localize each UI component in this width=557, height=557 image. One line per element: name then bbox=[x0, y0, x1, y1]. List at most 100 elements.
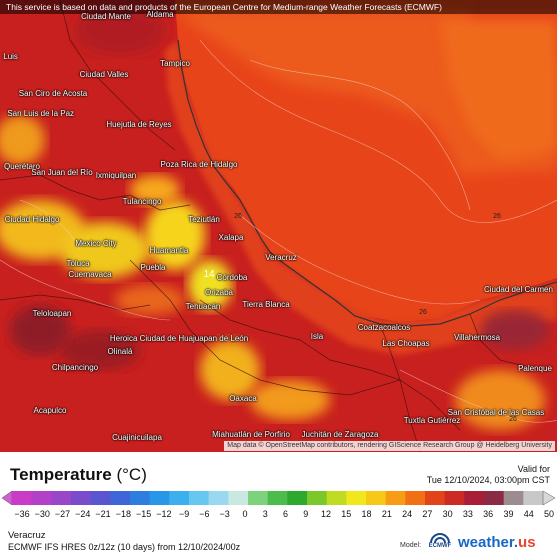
colorbar-segment bbox=[130, 491, 151, 505]
colorbar-segment bbox=[267, 491, 288, 505]
colorbar-tick-label: 30 bbox=[442, 509, 453, 519]
city-label: Poza Rica de Hidalgo bbox=[160, 160, 238, 169]
colorbar-segment bbox=[484, 491, 505, 505]
colorbar-tick-label: 36 bbox=[483, 509, 494, 519]
colorbar-segment bbox=[444, 491, 465, 505]
colorbar-segment bbox=[51, 491, 72, 505]
valid-time-box: Valid for Tue 12/10/2024, 03:00pm CST bbox=[427, 464, 550, 486]
city-label: Isla bbox=[310, 332, 324, 341]
colorbar-segment bbox=[307, 491, 328, 505]
colorbar-tick-label: 12 bbox=[321, 509, 332, 519]
isotherm-label: 26 bbox=[234, 213, 242, 220]
city-label: Ciudad Valles bbox=[79, 70, 129, 79]
model-run: ECMWF IFS HRES 0z/12z (10 days) from 12/… bbox=[8, 542, 241, 552]
colorbar-segment bbox=[503, 491, 524, 505]
city-label: Cuernavaca bbox=[68, 270, 112, 279]
city-label: Huamantla bbox=[149, 246, 189, 255]
city-label: Orizaba bbox=[204, 288, 234, 297]
colorbar-tick-label: −18 bbox=[115, 509, 131, 519]
map-attribution[interactable]: Map data © OpenStreetMap contributors, r… bbox=[224, 441, 555, 451]
colorbar-tick-label: −21 bbox=[95, 509, 111, 519]
isotherms bbox=[0, 39, 557, 423]
city-label: Acapulco bbox=[33, 406, 67, 415]
city-label: San Luis de la Paz bbox=[7, 109, 75, 118]
isotherm-label: 26 bbox=[419, 309, 427, 316]
colorbar-segment bbox=[31, 491, 52, 505]
city-label: Puebla bbox=[140, 263, 166, 272]
temperature-colorbar bbox=[1, 490, 556, 506]
city-label: Olinalá bbox=[107, 347, 133, 356]
valid-label: Valid for bbox=[517, 464, 550, 474]
city-label: Ixmiquilpan bbox=[95, 171, 137, 180]
legend-unit: (°C) bbox=[116, 465, 147, 484]
colorbar-tick-label: 3 bbox=[262, 509, 268, 519]
colorbar-tick-label: 6 bbox=[282, 509, 289, 519]
brand-text: weather. bbox=[458, 534, 519, 551]
city-label: San Juan del Río bbox=[31, 168, 93, 177]
coastline bbox=[177, 39, 557, 327]
colorbar-segment bbox=[425, 491, 446, 505]
colorbar-tick-label: 15 bbox=[341, 509, 352, 519]
colorbar-tick-label: −6 bbox=[199, 509, 210, 519]
legend-title: Temperature (°C) bbox=[10, 465, 147, 485]
colorbar-segment bbox=[169, 491, 190, 505]
colorbar-segment bbox=[464, 491, 485, 505]
isotherm-label: 26 bbox=[509, 416, 517, 423]
colorbar-segment bbox=[523, 491, 544, 505]
colorbar-segment bbox=[90, 491, 111, 505]
city-label: Tuxtla Gutiérrez bbox=[403, 416, 461, 425]
city-label: Huejutla de Reyes bbox=[106, 120, 172, 129]
city-label: Toluca bbox=[66, 259, 90, 268]
colorbar-segment bbox=[366, 491, 387, 505]
valid-time: Tue 12/10/2024, 03:00pm CST bbox=[426, 475, 550, 485]
colorbar-tick-label: 39 bbox=[503, 509, 514, 519]
colorbar-tick-label: 27 bbox=[422, 509, 433, 519]
city-label: Miahuatlán de Porfirio bbox=[212, 430, 290, 439]
isotherm-label: 26 bbox=[493, 213, 501, 220]
colorbar-max-arrow bbox=[542, 490, 556, 506]
city-label: Juchitán de Zaragoza bbox=[301, 430, 379, 439]
legend-panel: Temperature (°C) Valid for Tue 12/10/202… bbox=[0, 452, 557, 557]
colorbar-segment bbox=[248, 491, 269, 505]
colorbar-tick-label: −30 bbox=[34, 509, 50, 519]
colorbar-segment bbox=[326, 491, 347, 505]
city-label: Coatzacoalcos bbox=[357, 323, 411, 332]
colorbar-tick-label: −36 bbox=[14, 509, 30, 519]
colorbar-segment bbox=[71, 491, 92, 505]
colorbar-tick-label: −12 bbox=[156, 509, 172, 519]
ecmwf-logo[interactable]: ECMWF bbox=[427, 532, 453, 556]
colorbar-tick-label: −24 bbox=[75, 509, 91, 519]
ecmwf-attribution-banner: This service is based on data and produc… bbox=[0, 0, 557, 14]
colorbar-tick-label: 0 bbox=[242, 509, 248, 519]
colorbar-min-arrow bbox=[1, 490, 13, 506]
temperature-map[interactable]: This service is based on data and produc… bbox=[0, 0, 557, 452]
brand-suffix: us bbox=[518, 534, 536, 551]
colorbar-segment bbox=[110, 491, 131, 505]
colorbar-tick-label: 21 bbox=[381, 509, 392, 519]
colorbar-tick-label: 44 bbox=[523, 509, 534, 519]
colorbar-tick-label: −9 bbox=[179, 509, 190, 519]
colorbar-tick-label: 33 bbox=[462, 509, 473, 519]
model-label: Model: bbox=[400, 542, 422, 549]
city-label: Ciudad del Carmen bbox=[483, 285, 553, 294]
colorbar-tick-label: 18 bbox=[361, 509, 372, 519]
city-label: Tehuacán bbox=[185, 302, 221, 311]
city-label: Querétaro bbox=[3, 162, 41, 171]
colorbar-tick-label: 50 bbox=[543, 509, 555, 519]
region-name: Veracruz bbox=[8, 530, 46, 541]
city-label: Ciudad Mante bbox=[81, 12, 131, 21]
temperature-field bbox=[0, 0, 557, 452]
city-label: San Cristóbal de las Casas bbox=[447, 408, 545, 417]
city-label: Mexico City bbox=[75, 239, 117, 248]
weather-us-logo[interactable]: weather.us bbox=[458, 534, 536, 551]
city-label: Luis bbox=[3, 52, 18, 61]
colorbar-segment bbox=[385, 491, 406, 505]
colorbar-segment bbox=[405, 491, 426, 505]
colorbar-segment bbox=[149, 491, 170, 505]
city-label: Cuajinicuilapa bbox=[112, 433, 162, 442]
city-label: San Ciro de Acosta bbox=[18, 89, 88, 98]
city-label: Las Choapas bbox=[382, 339, 430, 348]
city-label: Aldama bbox=[146, 10, 174, 19]
colorbar-tick-label: 9 bbox=[303, 509, 309, 519]
city-label: Tierra Blanca bbox=[242, 300, 290, 309]
